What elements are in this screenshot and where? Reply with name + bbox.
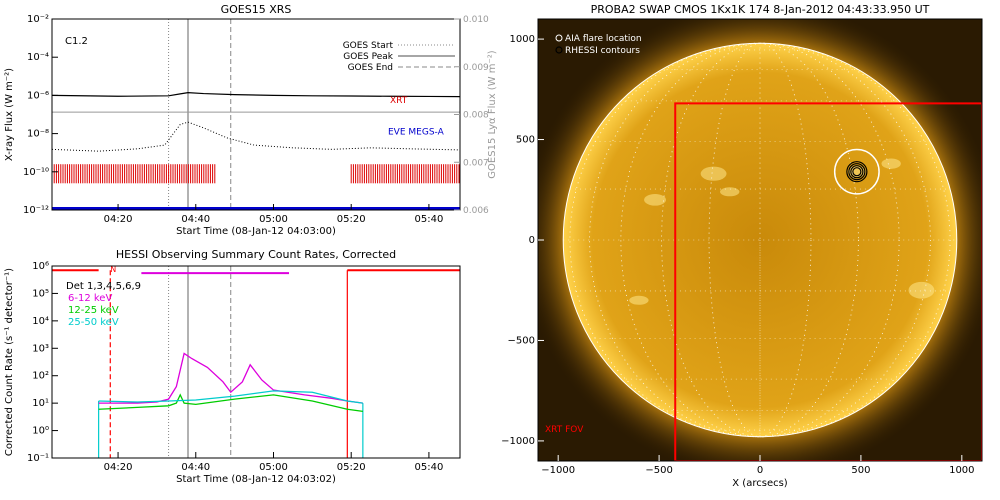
active-region-patch bbox=[700, 166, 727, 181]
hessi-series-12-25 bbox=[98, 393, 363, 413]
legend-rhessi-symbol bbox=[555, 46, 563, 54]
goes-y2-tick-label: 0.009 bbox=[463, 63, 489, 73]
goes-x-tick-label: 05:40 bbox=[415, 214, 444, 225]
goes-y-tick-label: 10⁻⁸ bbox=[27, 129, 49, 140]
rhessi-contour bbox=[846, 161, 868, 183]
xrt-fov-label: XRT FOV bbox=[545, 425, 584, 435]
hessi-legend-entry: 25-50 keV bbox=[68, 317, 119, 328]
hessi-x-tick-label: 05:00 bbox=[259, 462, 288, 473]
goes-legend-label: GOES End bbox=[348, 63, 393, 73]
goes-y2-tick-label: 0.010 bbox=[463, 15, 489, 25]
goes-x-axis-label: Start Time (08-Jan-12 04:03:00) bbox=[176, 226, 336, 237]
hessi-series-25-50 bbox=[98, 390, 363, 404]
aia-flare-location-circle bbox=[833, 148, 880, 195]
swap-y-tick-label: 0 bbox=[529, 235, 535, 246]
legend-rhessi-label: RHESSI contours bbox=[565, 46, 640, 56]
xray-short-line bbox=[51, 121, 461, 152]
hessi-y-tick-label: 10¹ bbox=[32, 398, 49, 409]
grid-longitude-line bbox=[661, 42, 859, 438]
goes-x-tick-label: 05:00 bbox=[259, 214, 288, 225]
series-label-xrt: XRT bbox=[390, 96, 408, 106]
rhessi-flags bbox=[51, 164, 460, 184]
hessi-y-tick-label: 10⁻¹ bbox=[27, 453, 49, 464]
swap-y-tick-label: −1000 bbox=[501, 436, 535, 447]
solar-limb bbox=[562, 42, 958, 438]
hessi-title: HESSI Observing Summary Count Rates, Cor… bbox=[116, 248, 396, 261]
swap-x-tick-label: 1000 bbox=[949, 465, 974, 476]
hessi-y-tick-label: 10³ bbox=[32, 343, 49, 354]
goes-y-axis-label: X-ray Flux (W m⁻²) bbox=[4, 68, 15, 161]
xrt-fov-box bbox=[674, 102, 982, 461]
swap-solar-image-panel: PROBA2 SWAP CMOS 1Kx1K 174 8-Jan-2012 04… bbox=[501, 3, 983, 489]
series-label-eve: EVE MEGS-A bbox=[388, 127, 445, 137]
hessi-series-6-12 bbox=[98, 352, 363, 404]
active-region-patch bbox=[629, 295, 649, 305]
hessi-x-axis-label: Start Time (08-Jan-12 04:03:02) bbox=[176, 474, 336, 485]
hessi-y-tick-label: 10⁶ bbox=[32, 261, 49, 272]
active-region-patch bbox=[881, 158, 901, 169]
hessi-legend-title: Det 1,3,4,5,6,9 bbox=[66, 281, 141, 292]
rhessi-contour bbox=[852, 167, 862, 177]
swap-y-tick-label: 500 bbox=[516, 135, 535, 146]
xray-long-line bbox=[51, 92, 461, 98]
hessi-y-tick-label: 10⁰ bbox=[32, 426, 49, 437]
hessi-y-axis-label: Corrected Count Rate (s⁻¹ detector⁻¹) bbox=[4, 268, 15, 456]
goes-y-tick-label: 10⁻⁴ bbox=[27, 52, 49, 63]
goes-y-tick-label: 10⁻² bbox=[27, 14, 49, 25]
goes-x-tick-label: 04:40 bbox=[181, 214, 210, 225]
hessi-y-tick-label: 10² bbox=[32, 371, 49, 382]
swap-title: PROBA2 SWAP CMOS 1Kx1K 174 8-Jan-2012 04… bbox=[591, 3, 930, 16]
grid-longitude-line bbox=[569, 42, 951, 438]
active-region-patch bbox=[644, 194, 667, 206]
rhessi-contour bbox=[848, 163, 866, 181]
hessi-x-tick-label: 05:40 bbox=[415, 462, 444, 473]
hessi-y-tick-label: 10⁴ bbox=[32, 316, 49, 327]
swap-y-tick-label: −500 bbox=[508, 335, 535, 346]
hessi-y-tick-label: 10⁵ bbox=[32, 288, 49, 299]
goes-y2-axis-label: GOES15 Lyα Flux (W m⁻²) bbox=[487, 50, 498, 178]
goes-y-tick-label: 10⁻¹² bbox=[23, 205, 49, 216]
goes-title: GOES15 XRS bbox=[221, 3, 292, 16]
legend-aia-label: AIA flare location bbox=[565, 34, 642, 44]
goes-legend-label: GOES Start bbox=[343, 41, 394, 51]
solar-image: XRT FOV bbox=[538, 19, 982, 461]
hessi-x-tick-label: 04:40 bbox=[181, 462, 210, 473]
swap-x-tick-label: 500 bbox=[851, 465, 870, 476]
goes-x-tick-label: 04:20 bbox=[104, 214, 133, 225]
flare-class-annotation: C1.2 bbox=[65, 36, 88, 47]
hessi-plot-frame bbox=[51, 265, 461, 459]
goes-legend-label: GOES Peak bbox=[343, 52, 393, 62]
swap-x-tick-label: −1000 bbox=[541, 465, 575, 476]
swap-x-axis-label: X (arcsecs) bbox=[732, 478, 788, 489]
swap-x-tick-label: 0 bbox=[757, 465, 763, 476]
hessi-x-tick-label: 04:20 bbox=[104, 462, 133, 473]
hessi-x-tick-label: 05:20 bbox=[337, 462, 366, 473]
goes-y-tick-label: 10⁻¹⁰ bbox=[23, 167, 49, 178]
hessi-flag-label: N bbox=[110, 265, 116, 274]
swap-y-tick-label: 1000 bbox=[510, 34, 535, 45]
goes-y2-tick-label: 0.007 bbox=[463, 158, 489, 168]
active-region-patch bbox=[847, 165, 866, 178]
rhessi-contour bbox=[850, 165, 864, 179]
active-region-patch bbox=[908, 281, 935, 299]
goes-x-tick-label: 05:20 bbox=[337, 214, 366, 225]
legend-aia-symbol bbox=[555, 34, 563, 42]
solar-disk bbox=[563, 43, 957, 437]
hessi-count-rates-panel: HESSI Observing Summary Count Rates, Cor… bbox=[4, 248, 461, 485]
hessi-legend-entry: 12-25 keV bbox=[68, 305, 119, 316]
goes-y2-tick-label: 0.006 bbox=[463, 206, 489, 216]
active-region-patch bbox=[720, 187, 740, 197]
goes-y2-tick-label: 0.008 bbox=[463, 111, 489, 121]
swap-x-tick-label: −500 bbox=[645, 465, 672, 476]
hessi-legend-entry: 6-12 keV bbox=[68, 293, 112, 304]
goes-y-tick-label: 10⁻⁶ bbox=[27, 90, 49, 101]
